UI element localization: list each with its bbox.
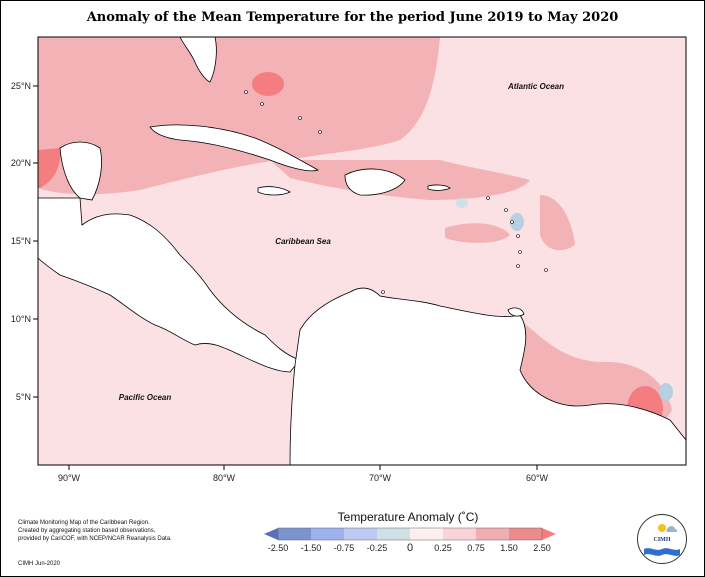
wave-icon [644, 548, 680, 556]
land-jamaica [257, 186, 291, 196]
land-trinidad [507, 307, 525, 317]
island-dot [381, 290, 385, 294]
lon-label-90w: 90°W [58, 473, 81, 483]
anomaly-zone-yucatan [38, 148, 61, 188]
anomaly-zone-negative-small [456, 198, 468, 208]
legend-arrow-high [542, 528, 556, 540]
legend-swatch [344, 528, 377, 540]
atlantic-ocean-label: Atlantic Ocean [507, 82, 564, 91]
legend-label: 0 [407, 542, 413, 554]
lat-label-25n: 25°N [11, 81, 31, 91]
legend-label: -2.50 [268, 543, 289, 553]
lat-label-20n: 20°N [11, 158, 31, 168]
island-dot [518, 250, 522, 254]
lon-axis: 90°W 80°W 70°W 60°W [58, 465, 549, 483]
credit-date: CIMH Jun-2020 [18, 561, 61, 567]
sun-icon [658, 524, 666, 532]
credit-line-1: Climate Monitoring Map of the Caribbean … [18, 520, 150, 526]
legend-label: 1.50 [500, 543, 518, 553]
cimh-logo: CIMH [637, 514, 687, 564]
legend-label: 0.25 [434, 543, 452, 553]
land-hispaniola [344, 168, 406, 196]
legend-label: -0.75 [334, 543, 355, 553]
legend-label: 0.75 [467, 543, 485, 553]
pacific-ocean-label: Pacific Ocean [119, 393, 172, 402]
small-islands [244, 90, 548, 294]
legend-colorbar: -2.50 -1.50 -0.75 -0.25 0 0.25 0.75 1.50 2.50 [264, 527, 556, 554]
landmasses [37, 36, 687, 466]
logo-graphic [644, 524, 680, 556]
credit-line-3: provided by CariCOF, with NCEP/NCAR Rean… [18, 536, 172, 542]
island-dot [486, 196, 490, 200]
legend-border [277, 527, 543, 541]
island-dot [244, 90, 248, 94]
land-yucatan [59, 141, 102, 201]
legend-label: -1.50 [301, 543, 322, 553]
anomaly-zone-bahamas [252, 72, 284, 96]
cloud-icon [666, 526, 678, 532]
legend-label: -0.25 [367, 543, 388, 553]
credit-line-2: Created by aggregating station based obs… [18, 528, 156, 534]
land-central-america [37, 197, 301, 373]
lon-label-60w: 60°W [526, 473, 549, 483]
island-dot [298, 116, 302, 120]
legend-title: Temperature Anomaly (˚C) [337, 510, 479, 524]
land-florida [179, 36, 217, 83]
island-dot [516, 234, 520, 238]
legend-swatch [377, 528, 410, 540]
map-border [37, 36, 687, 466]
legend-label: 2.50 [533, 543, 551, 553]
island-dot [260, 102, 264, 106]
legend-swatch [311, 528, 344, 540]
legend-arrow-low [264, 528, 278, 540]
lon-label-80w: 80°W [213, 473, 236, 483]
lat-axis: 25°N 20°N 15°N 10°N 5°N [11, 81, 38, 402]
island-dot [504, 208, 508, 212]
island-dot [544, 268, 548, 272]
island-dot [510, 220, 514, 224]
logo-text: CIMH [653, 537, 671, 543]
lat-label-5n: 5°N [16, 392, 31, 402]
credit-text: Climate Monitoring Map of the Caribbean … [18, 519, 218, 543]
lat-label-15n: 15°N [11, 236, 31, 246]
lon-label-70w: 70°W [369, 473, 392, 483]
anomaly-zone-north [38, 37, 440, 195]
anomaly-zone-negative-antilles [510, 213, 524, 231]
anomaly-zone-lesser-antilles [540, 195, 575, 251]
legend-swatch [278, 528, 311, 540]
anomaly-zone-caribbean-east [445, 223, 510, 243]
legend-swatch [476, 528, 509, 540]
legend-swatch [443, 528, 476, 540]
lat-label-10n: 10°N [11, 314, 31, 324]
legend-swatch [410, 528, 443, 540]
island-dot [516, 264, 520, 268]
land-cuba [149, 124, 319, 172]
island-dot [318, 130, 322, 134]
land-puerto-rico [427, 184, 451, 191]
anomaly-zone-negative-east [659, 383, 673, 401]
caribbean-sea-label: Caribbean Sea [275, 237, 331, 246]
map-title: Anomaly of the Mean Temperature for the … [86, 10, 619, 25]
legend-swatch [509, 528, 542, 540]
